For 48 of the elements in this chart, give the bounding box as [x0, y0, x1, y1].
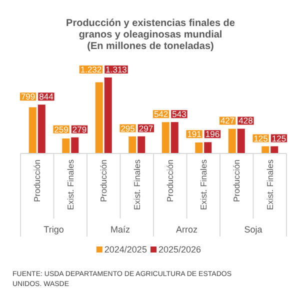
- chart-subtitle: (En millones de toneladas): [87, 41, 214, 52]
- data-label: 295: [120, 123, 136, 134]
- data-label: 125: [272, 133, 286, 144]
- bar: [138, 136, 146, 154]
- x-tick-label: Exist. Finales: [132, 159, 142, 210]
- x-tick-label: Producción: [232, 159, 242, 202]
- legend-label: 2024/2025: [104, 244, 147, 254]
- data-label: 279: [72, 124, 87, 134]
- data-label: 196: [205, 129, 220, 140]
- x-tick-label: Producción: [165, 159, 176, 202]
- data-label: 799: [20, 92, 36, 102]
- text: Arroz: [176, 224, 198, 234]
- text: Trigo: [44, 224, 64, 234]
- bar: [28, 107, 36, 154]
- bar: [38, 104, 46, 154]
- bar: [95, 82, 103, 154]
- x-tick-label: Exist. Finales: [65, 159, 76, 210]
- bar: [128, 136, 136, 154]
- data-label: 542: [154, 109, 168, 120]
- data-label: 428: [238, 116, 254, 126]
- x-tick-label: Exist. Finales: [198, 159, 208, 210]
- bar: [71, 137, 79, 154]
- x-tick-label: Producción: [98, 159, 109, 202]
- data-label: 844: [39, 92, 54, 102]
- bar: [62, 138, 70, 154]
- data-label: 1.232: [80, 64, 102, 74]
- chart-title: Producción y existencias finales de granos y oleaginosas mundial: [66, 18, 236, 40]
- bar: [270, 146, 278, 154]
- data-label: 543: [172, 109, 187, 120]
- bar: [204, 142, 212, 154]
- data-label: 427: [220, 116, 235, 126]
- data-label: 125: [254, 133, 268, 144]
- text: Soja: [244, 224, 262, 234]
- data-label: 259: [54, 124, 69, 134]
- legend-label: 2025/2026: [158, 244, 202, 254]
- bar: [262, 146, 270, 154]
- x-tick-label: Exist. Finales: [264, 159, 275, 210]
- bar: [170, 122, 178, 154]
- bar: [162, 122, 170, 154]
- data-label: 1.313: [106, 64, 128, 74]
- x-tick-label: Producción: [32, 159, 42, 202]
- data-label: 297: [138, 123, 154, 134]
- bar: [195, 142, 203, 154]
- bar: [104, 78, 112, 154]
- bar: [228, 128, 236, 154]
- data-label: 191: [187, 129, 202, 140]
- text: Maíz: [110, 224, 130, 234]
- bar: [237, 128, 245, 154]
